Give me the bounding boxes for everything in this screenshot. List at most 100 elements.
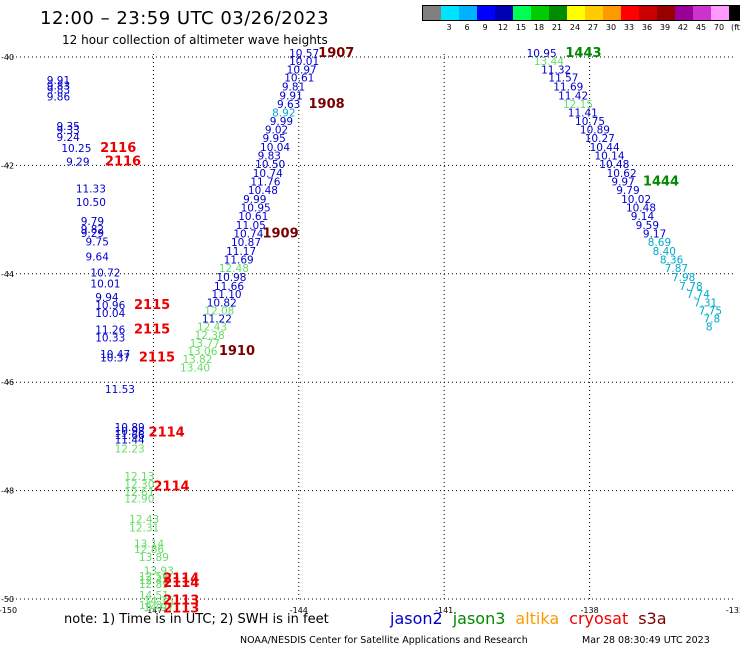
wave-height-value: 10.57 bbox=[289, 48, 319, 60]
wave-height-value: 11.22 bbox=[202, 314, 232, 326]
wave-height-value: 9.79 bbox=[616, 185, 639, 197]
wave-height-value: 11.17 bbox=[226, 246, 256, 258]
footer-credit: NOAA/NESDIS Center for Satellite Applica… bbox=[240, 635, 528, 646]
satellite-label-cryosat: cryosat bbox=[569, 609, 629, 628]
wave-height-value: 13.89 bbox=[139, 552, 169, 564]
wave-height-value: 11.53 bbox=[105, 384, 135, 396]
lon-tick-label: -147 bbox=[144, 606, 162, 615]
footer-timestamp: Mar 28 08:30:49 UTC 2023 bbox=[582, 635, 710, 646]
wave-height-value: 13.14 bbox=[134, 539, 164, 551]
wave-height-value: 7.75 bbox=[699, 305, 722, 317]
pass-time-label: 2116 bbox=[105, 154, 141, 169]
wave-height-value: 11.10 bbox=[212, 289, 242, 301]
wave-height-value: 12.38 bbox=[195, 330, 225, 342]
wave-height-value: 11.69 bbox=[553, 82, 583, 94]
legend-swatch: #990099 bbox=[675, 6, 693, 20]
wave-height-value: 7.74 bbox=[687, 289, 711, 301]
wave-height-value: 8.36 bbox=[660, 255, 684, 267]
wave-height-value: 9.79 bbox=[81, 216, 104, 228]
legend-tick-label: 33 bbox=[623, 23, 635, 32]
wave-height-value: 12.56 bbox=[139, 571, 169, 583]
wave-height-value: 11.66 bbox=[115, 430, 145, 442]
wave-height-value: 10.82 bbox=[207, 297, 237, 309]
legend-swatch: #008c00 bbox=[549, 6, 567, 20]
legend-swatch: #ff9900 bbox=[603, 6, 621, 20]
wave-height-value: 12.89 bbox=[139, 579, 169, 591]
legend-swatch: #ffcc00 bbox=[585, 6, 603, 20]
legend-swatch: #00b2ff bbox=[459, 6, 477, 20]
wave-height-value: 7.31 bbox=[694, 297, 717, 309]
legend-swatch: #808080 bbox=[423, 6, 441, 20]
wave-height-value: 10.89 bbox=[580, 124, 610, 136]
pass-time-label: 2113 bbox=[163, 602, 199, 617]
legend-swatch: #00cc00 bbox=[531, 6, 549, 20]
wave-height-value: 10.01 bbox=[289, 56, 319, 68]
lat-tick-label: -48 bbox=[1, 487, 14, 496]
pass-time-label: 2115 bbox=[139, 351, 175, 366]
legend-tick-label: 27 bbox=[587, 23, 599, 32]
wave-height-value: 8.69 bbox=[648, 237, 671, 249]
satellite-label-altika: altika bbox=[515, 609, 560, 628]
wave-height-value: 14.97 bbox=[144, 602, 174, 614]
legend-tick-label: 45 bbox=[695, 23, 707, 32]
wave-height-value: 10.33 bbox=[95, 333, 125, 345]
color-legend: #808080#00e5ff#00b2ff#0000ff#0000b2#00ff… bbox=[422, 5, 740, 33]
wave-height-value: 10.72 bbox=[90, 268, 120, 280]
legend-tick-label: 12 bbox=[497, 23, 509, 32]
pass-time-label: 2114 bbox=[163, 572, 199, 587]
wave-height-value: 10.75 bbox=[575, 116, 605, 128]
pass-time-label: 1910 bbox=[219, 344, 255, 359]
pass-time-label: 2113 bbox=[163, 593, 199, 608]
satellite-legend: jason2 jason3 altika cryosat s3a bbox=[390, 609, 677, 628]
wave-height-value: 10.48 bbox=[599, 159, 629, 171]
wave-height-value: 9.83 bbox=[258, 150, 281, 162]
wave-height-value: 14.81 bbox=[139, 600, 169, 612]
wave-height-value: 10.62 bbox=[607, 168, 637, 180]
wave-height-value: 10.04 bbox=[95, 308, 125, 320]
wave-height-value: 10.47 bbox=[100, 349, 130, 361]
wave-height-value: 11.26 bbox=[95, 324, 125, 336]
legend-tick-label: 24 bbox=[569, 23, 581, 32]
wave-height-value: 11.69 bbox=[224, 255, 254, 267]
wave-height-value: 11.76 bbox=[250, 176, 280, 188]
lat-tick-label: -40 bbox=[1, 53, 14, 62]
legend-tick-label: 21 bbox=[551, 23, 563, 32]
wave-height-value: 9.94 bbox=[95, 292, 119, 304]
legend-swatch: #ff0000 bbox=[621, 6, 639, 20]
wave-height-value: 9.86 bbox=[47, 91, 71, 103]
wave-height-value: 14.35 bbox=[144, 595, 174, 607]
legend-tick-label: 30 bbox=[605, 23, 617, 32]
wave-height-value: 9.99 bbox=[270, 116, 293, 128]
wave-height-value: 9.24 bbox=[56, 132, 80, 144]
lon-tick-label: -150 bbox=[0, 606, 17, 615]
legend-swatch: #960000 bbox=[657, 6, 675, 20]
lon-tick-label: -144 bbox=[290, 606, 308, 615]
page-title: 12:00 – 23:59 UTC 03/26/2023 bbox=[40, 8, 330, 29]
wave-height-value: 7.98 bbox=[672, 272, 695, 284]
wave-height-value: 10.96 bbox=[95, 300, 125, 312]
wave-height-value: 12.08 bbox=[204, 305, 234, 317]
wave-height-value: 7.8 bbox=[703, 314, 720, 326]
wave-height-value: 11.41 bbox=[568, 108, 598, 120]
wave-height-value: 10.48 bbox=[248, 185, 278, 197]
wave-height-value: 9.91 bbox=[279, 90, 302, 102]
wave-height-value: 12.43 bbox=[197, 322, 227, 334]
wave-height-value: 14.51 bbox=[139, 590, 169, 602]
wave-height-value: 10.01 bbox=[90, 278, 120, 290]
wave-height-value: 7.78 bbox=[679, 281, 702, 293]
legend-tick-label: 36 bbox=[641, 23, 653, 32]
footer-note: note: 1) Time is in UTC; 2) SWH is in fe… bbox=[64, 612, 329, 627]
wave-height-value: 10.44 bbox=[590, 142, 620, 154]
wave-height-value: 9.81 bbox=[282, 82, 305, 94]
wave-height-value: 10.50 bbox=[255, 159, 285, 171]
wave-height-value: 10.98 bbox=[216, 272, 246, 284]
wave-height-value: 10.02 bbox=[621, 194, 651, 206]
legend-swatches: #808080#00e5ff#00b2ff#0000ff#0000b2#00ff… bbox=[422, 5, 740, 21]
wave-height-value: 9.29 bbox=[66, 156, 89, 168]
wave-height-value: 10.50 bbox=[76, 197, 106, 209]
legend-swatch: #ff99ff bbox=[711, 6, 729, 20]
wave-height-value: 9.02 bbox=[265, 124, 288, 136]
wave-height-value: 10.95 bbox=[527, 48, 557, 60]
